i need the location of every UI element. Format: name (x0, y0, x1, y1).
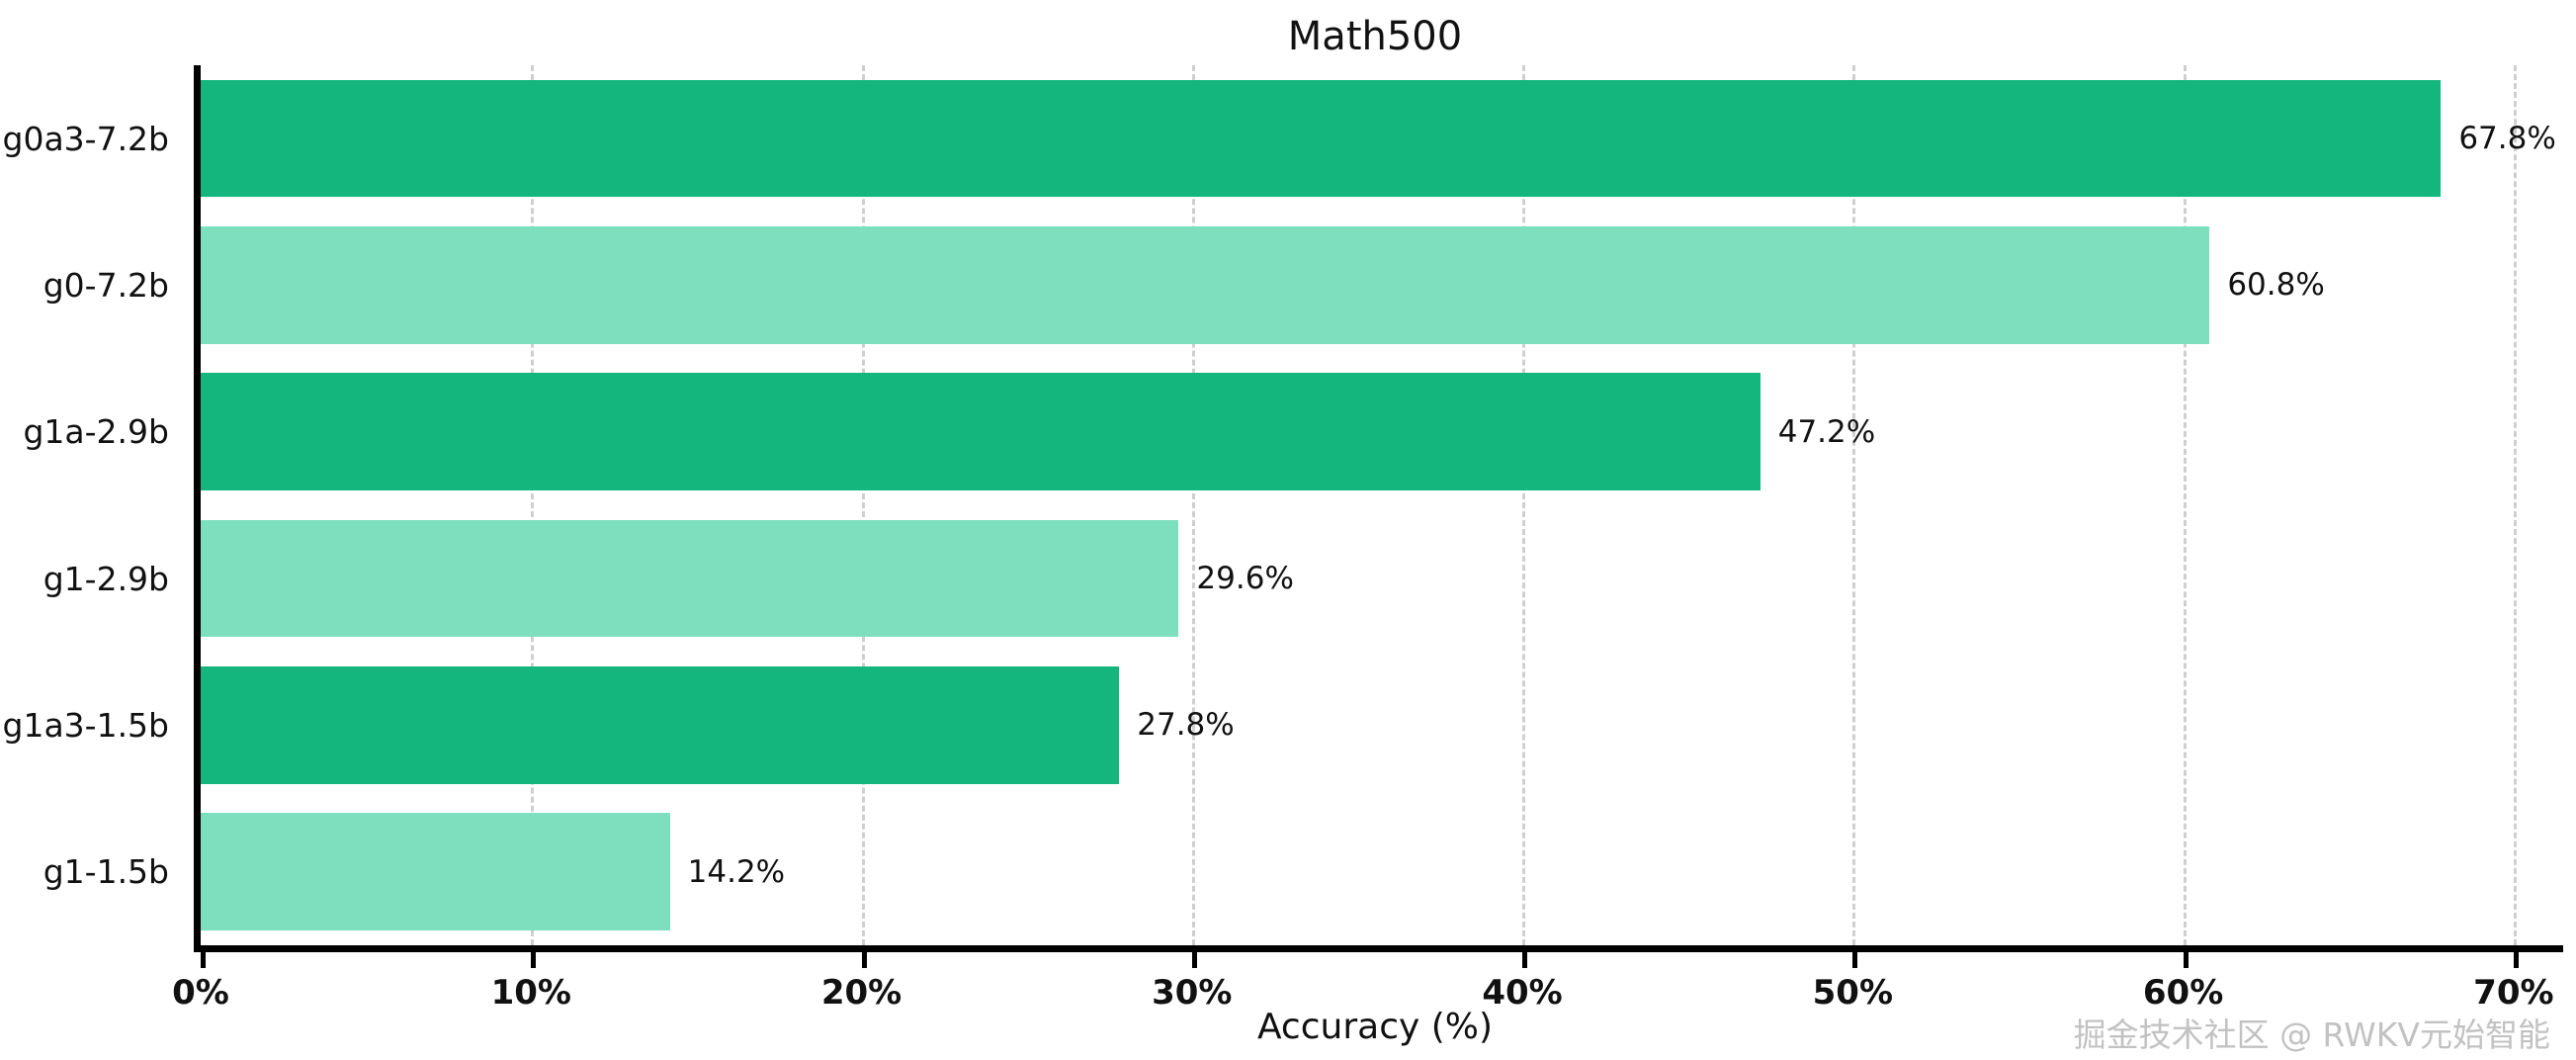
bar-value-label: 14.2% (687, 853, 786, 890)
x-tick-mark (1852, 952, 1858, 968)
x-tick-mark (2513, 952, 2519, 968)
x-tick-label: 20% (820, 973, 902, 1013)
bar-value-label: 60.8% (2227, 267, 2325, 304)
y-axis-label: g1-2.9b (43, 559, 169, 598)
x-tick-label: 30% (1152, 973, 1233, 1013)
x-tick-label: 0% (172, 973, 229, 1013)
bar (201, 226, 2210, 344)
bar-row: g0-7.2b 60.8% (43, 212, 2563, 358)
x-axis-label: Accuracy (%) (1256, 1007, 1494, 1047)
y-axis-label: g1a3-1.5b (2, 705, 170, 745)
bar-value-label: 29.6% (1196, 561, 1294, 597)
x-tick-mark (861, 952, 867, 968)
bar-row: g0a3-7.2b 67.8% (3, 65, 2563, 212)
bar-value-label: 47.2% (1777, 413, 1876, 450)
gridline (2513, 65, 2517, 945)
bar (201, 813, 670, 931)
chart-title: Math500 (1287, 14, 1463, 59)
x-tick-label: 50% (1812, 973, 1894, 1013)
x-tick-label: 70% (2473, 973, 2554, 1013)
plot-area: g0a3-7.2b 67.8% g0-7.2b 60.8% g1a-2.9b 47.2% g… (3, 65, 2563, 1013)
bar-row: g1a3-1.5b 27.8% (3, 652, 2563, 798)
gridline (531, 65, 535, 945)
bar (201, 519, 1179, 638)
x-tick-label: 40% (1482, 973, 1563, 1013)
bar-value-label: 27.8% (1137, 707, 1235, 744)
bar-row: g1-2.9b 29.6% (43, 505, 2563, 652)
x-tick-label: 10% (490, 973, 571, 1013)
gridline (1522, 65, 1526, 945)
x-tick-mark (2183, 952, 2189, 968)
watermark: 掘金技术社区 @ RWKV元始智能 (2073, 1016, 2550, 1054)
bar-row: g1-1.5b 14.2% (43, 799, 2563, 945)
x-tick-mark (531, 952, 537, 968)
gridlines (201, 65, 2563, 945)
y-axis-label: g1-1.5b (43, 852, 169, 892)
gridline (1852, 65, 1856, 945)
gridline (1191, 65, 1195, 945)
x-tick-mark (1522, 952, 1528, 968)
x-tick-label: 60% (2142, 973, 2224, 1013)
x-axis: 0% 10% 20% 30% 40% 50% 60% 70% (172, 945, 2563, 1024)
bars-container: g0a3-7.2b 67.8% g0-7.2b 60.8% g1a-2.9b 47.2% g… (3, 65, 2563, 945)
y-axis-label: g0-7.2b (43, 265, 169, 305)
bar (201, 373, 1760, 491)
bar-value-label: 67.8% (2458, 121, 2556, 157)
x-tick-mark (1191, 952, 1197, 968)
bar-row: g1a-2.9b 47.2% (23, 359, 2563, 505)
y-axis-label: g0a3-7.2b (2, 119, 170, 158)
gridline (861, 65, 865, 945)
bar (201, 79, 2442, 198)
bar (201, 666, 1120, 784)
x-tick-mark (201, 952, 206, 968)
y-axis-label: g1a-2.9b (23, 412, 169, 452)
gridline (2183, 65, 2187, 945)
